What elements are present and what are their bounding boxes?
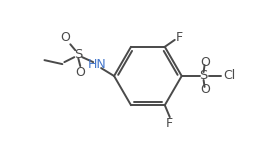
Text: O: O [60, 31, 70, 44]
Text: O: O [201, 56, 210, 69]
Text: Cl: Cl [223, 69, 236, 82]
Text: F: F [166, 117, 173, 130]
Text: S: S [74, 48, 82, 61]
Text: HN: HN [88, 58, 106, 71]
Text: O: O [75, 66, 85, 79]
Text: O: O [201, 83, 210, 96]
Text: S: S [199, 69, 208, 82]
Text: F: F [176, 31, 183, 44]
